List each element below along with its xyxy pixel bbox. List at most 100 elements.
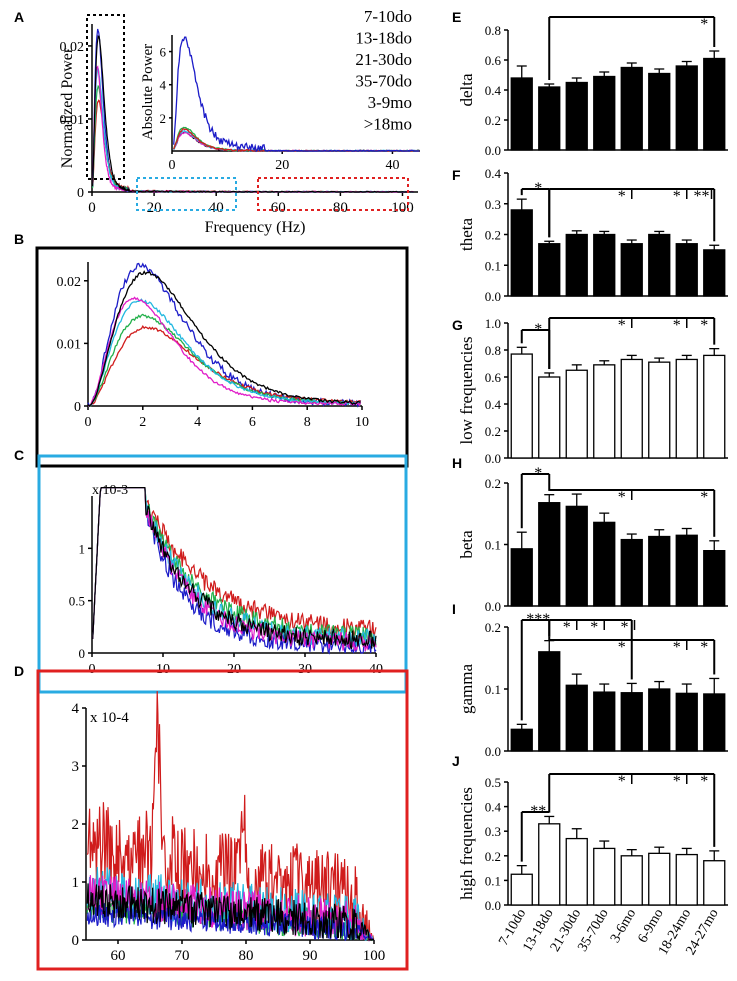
panel-letter-J: J	[452, 753, 460, 769]
g-bar-7	[703, 354, 726, 459]
d-series-line-35-70do	[86, 866, 375, 941]
j-bar-5	[648, 852, 671, 906]
a-series-line->18mo	[92, 34, 414, 193]
i-y-tick-label: 0.1	[485, 682, 501, 697]
f-sig-star: *	[673, 188, 681, 205]
d-y-tick-label: 4	[72, 701, 80, 717]
b-series-line-3-9mo	[87, 296, 362, 407]
j-bar-0	[510, 873, 533, 906]
j-bar-6	[675, 853, 698, 906]
b-x-tick-label: 4	[194, 415, 201, 430]
a-legend-3-9mo: 3-9mo	[368, 93, 412, 112]
f-sig-star: *	[618, 188, 626, 205]
f-sig-star: *	[534, 180, 542, 197]
g-bar-6	[675, 358, 698, 459]
a-inset-series-line-7-10do	[173, 36, 420, 153]
f-y-tick-label: 0.1	[485, 258, 501, 273]
d-y-tick-label: 3	[72, 759, 80, 775]
i-sig-star: *	[590, 619, 598, 636]
b-y-tick-label: 0	[74, 400, 81, 415]
c-y-tick-label: 0.5	[69, 594, 85, 609]
a-x-tick-label: 100	[391, 200, 414, 216]
i-sig-star: *	[618, 639, 626, 656]
h-y-tick-label: 0.0	[485, 599, 501, 614]
g-y-axis-label: low frequencies	[457, 336, 476, 444]
i-bar-6	[675, 692, 698, 752]
e-bar-0	[510, 77, 533, 151]
d-scale-label: x 10-4	[90, 710, 129, 726]
a-x-tick-label: 80	[333, 200, 348, 216]
a-inset-y-tick-label: 6	[160, 45, 167, 60]
g-sig-star: *	[534, 321, 542, 338]
e-y-tick-label: 0.2	[485, 113, 501, 128]
f-y-tick-label: 0.3	[485, 197, 501, 212]
e-bar-2	[565, 81, 588, 151]
b-x-tick-label: 6	[249, 415, 256, 430]
c-y-tick-label: 0	[79, 646, 86, 661]
b-y-tick-label: 0.01	[57, 337, 82, 352]
a-inset-series-line-3-9mo	[173, 131, 420, 152]
d-x-tick-label: 90	[303, 948, 318, 964]
panel-letter-A: A	[14, 9, 24, 25]
i-sig-star: ***	[526, 611, 550, 628]
d-x-tick-label: 70	[175, 948, 190, 964]
g-bar-1	[538, 376, 561, 459]
a-box-red	[257, 177, 409, 211]
d-x-tick-label: 80	[239, 948, 254, 964]
j-bar-1	[538, 823, 561, 906]
i-y-axis-label: gamma	[457, 664, 476, 714]
a-x-axis-label: Frequency (Hz)	[205, 219, 306, 236]
j-y-tick-label: 0.2	[485, 849, 501, 864]
h-bar-7	[703, 550, 726, 607]
g-y-tick-label: 0.8	[485, 343, 501, 358]
f-bar-7	[703, 249, 726, 297]
f-bar-3	[593, 233, 616, 297]
e-y-tick-label: 0.8	[485, 23, 501, 38]
e-bar-3	[593, 75, 616, 151]
j-bar-3	[593, 847, 616, 906]
i-bar-2	[565, 684, 588, 752]
j-sig-star: *	[673, 773, 681, 790]
f-y-tick-label: 0.2	[485, 228, 501, 243]
j-y-axis-label: high frequencies	[457, 787, 476, 900]
b-series-line-13-18do	[88, 324, 361, 407]
a-y-tick-label: 0.02	[60, 40, 85, 55]
f-bar-0	[510, 209, 533, 297]
a-inset-y-tick-label: 4	[160, 78, 167, 93]
d-x-tick-label: 60	[111, 948, 126, 964]
b-x-tick-label: 2	[139, 415, 146, 430]
j-y-tick-label: 0.5	[485, 775, 501, 790]
c-series-line->18mo	[92, 487, 377, 650]
f-y-tick-label: 0.0	[485, 289, 501, 304]
f-bar-2	[565, 233, 588, 297]
c-series-line-13-18do	[92, 487, 377, 640]
panel-letter-B: B	[14, 231, 24, 247]
j-sig-star: **	[530, 803, 546, 820]
e-y-axis-label: delta	[457, 73, 476, 106]
panel-letter-I: I	[452, 601, 456, 617]
d-series-line->18mo	[86, 883, 375, 941]
i-sig-star: *	[673, 639, 681, 656]
i-bar-7	[703, 693, 726, 752]
f-bar-4	[620, 243, 643, 297]
a-box-blue	[136, 177, 237, 211]
j-sig-star: *	[618, 773, 626, 790]
i-bar-1	[538, 651, 561, 752]
h-bar-4	[620, 538, 643, 607]
b-x-tick-label: 8	[304, 415, 311, 430]
a-x-tick-label: 60	[271, 200, 286, 216]
j-y-tick-label: 0.3	[485, 824, 501, 839]
i-sig-star: *	[563, 619, 571, 636]
h-y-tick-label: 0.1	[485, 538, 501, 553]
a-legend-7-10do: 7-10do	[364, 7, 412, 26]
a-inset-x-tick-label: 20	[275, 158, 289, 173]
j-y-tick-label: 0.0	[485, 898, 501, 913]
g-sig-star: *	[700, 317, 708, 334]
h-sig-star: *	[700, 489, 708, 506]
b-y-tick-label: 0.02	[57, 275, 82, 290]
g-y-tick-label: 0.4	[485, 397, 502, 412]
i-bar-0	[510, 728, 533, 752]
g-y-tick-label: 0.6	[485, 370, 502, 385]
panel-letter-H: H	[452, 455, 462, 471]
a-legend-35-70do: 35-70do	[355, 72, 412, 91]
